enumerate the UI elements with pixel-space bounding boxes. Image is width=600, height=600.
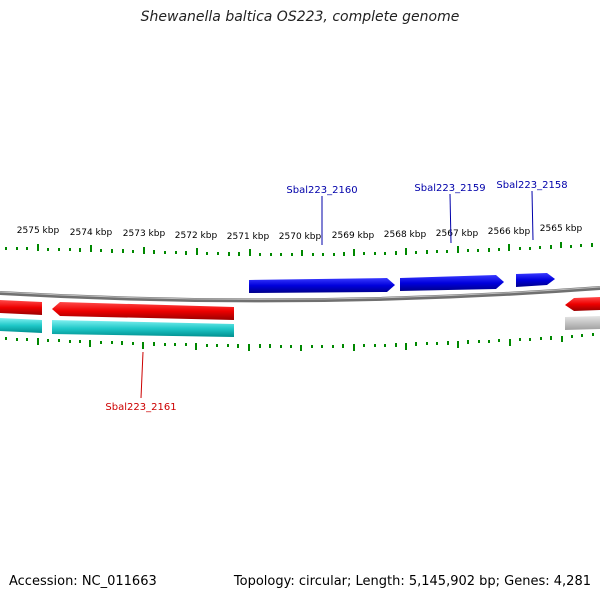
gene-arrow-sbal223-2161[interactable] [52, 302, 234, 320]
gene-label-leaders [140, 190, 534, 399]
gene-arrow-sbal223-2159[interactable] [400, 275, 504, 291]
gene-label-sbal223-2160[interactable]: Sbal223_2160 [286, 185, 357, 196]
gene-label-sbal223-2158[interactable]: Sbal223_2158 [496, 180, 567, 191]
scale-label: 2572 kbp [175, 231, 218, 241]
upper-tick-ruler [5, 242, 593, 256]
cds-segment [52, 320, 234, 337]
leader-line-sbal223-2159 [449, 193, 452, 244]
scale-label: 2566 kbp [488, 227, 531, 237]
gene-arrow-partial-right[interactable] [565, 297, 600, 311]
forward-strand-track [249, 273, 555, 293]
gene-labels: Sbal223_2160 Sbal223_2159 Sbal223_2158 S… [105, 180, 567, 413]
gene-arrow-partial-left[interactable] [0, 300, 42, 315]
scale-label: 2565 kbp [540, 224, 583, 234]
gene-label-sbal223-2159[interactable]: Sbal223_2159 [414, 183, 485, 194]
genome-summary-text: Topology: circular; Length: 5,145,902 bp… [233, 574, 591, 589]
scale-label: 2573 kbp [123, 229, 166, 239]
scale-label: 2568 kbp [384, 230, 427, 240]
leader-line-sbal223-2158 [531, 190, 534, 241]
cds-track [0, 316, 600, 337]
map-title: Shewanella baltica OS223, complete genom… [140, 9, 460, 25]
cds-segment [565, 316, 600, 330]
lower-tick-ruler [5, 333, 594, 351]
gene-arrow-sbal223-2160[interactable] [249, 278, 395, 293]
gene-label-sbal223-2161[interactable]: Sbal223_2161 [105, 402, 176, 413]
scale-label: 2567 kbp [436, 229, 479, 239]
scale-label: 2574 kbp [70, 228, 113, 238]
reverse-strand-track [0, 297, 600, 320]
scale-label: 2571 kbp [227, 232, 270, 242]
cds-segment [0, 318, 42, 333]
leader-line-sbal223-2161 [140, 351, 144, 399]
scale-labels: 2575 kbp 2574 kbp 2573 kbp 2572 kbp 2571… [17, 224, 583, 242]
scale-label: 2569 kbp [332, 231, 375, 241]
genome-backbone [0, 286, 600, 303]
accession-text: Accession: NC_011663 [9, 574, 157, 589]
gene-arrow-sbal223-2158[interactable] [516, 273, 555, 287]
scale-label: 2575 kbp [17, 226, 60, 236]
scale-label: 2570 kbp [279, 232, 322, 242]
